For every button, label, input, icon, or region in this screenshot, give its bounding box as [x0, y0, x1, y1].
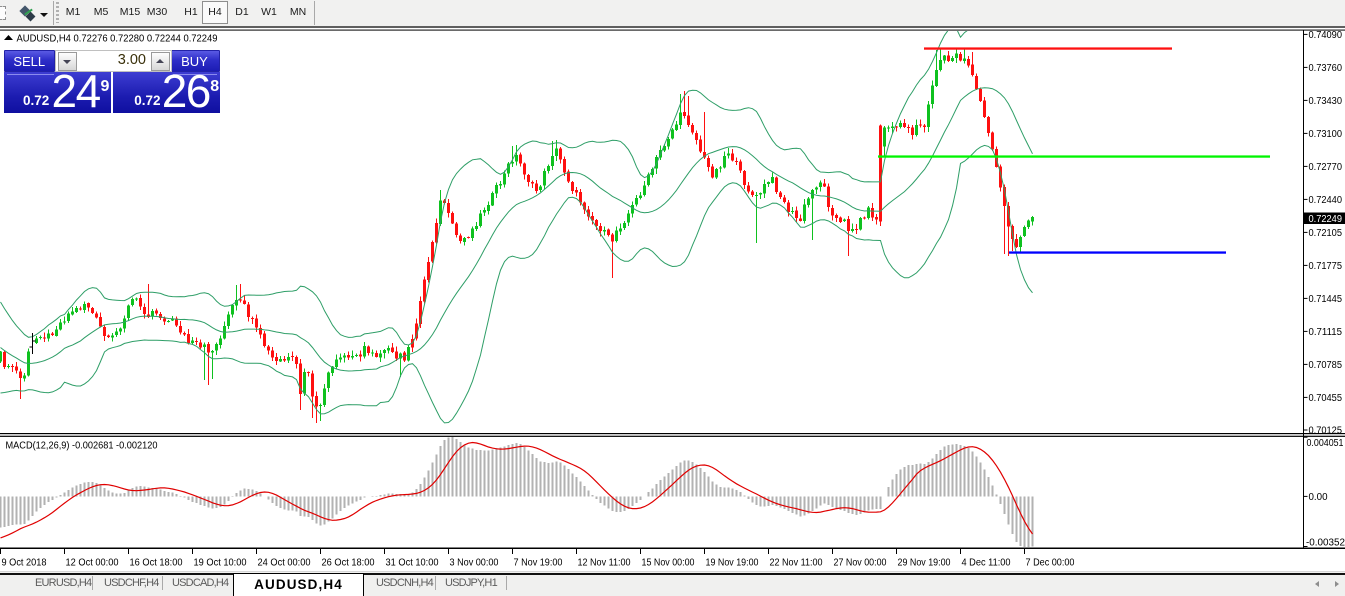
svg-text:AUDUSD,H4 0.72276 0.72280 0.7: AUDUSD,H4 0.72276 0.72280 0.72244 0.7224… [17, 34, 218, 45]
svg-text:-0.00352: -0.00352 [1306, 538, 1345, 549]
svg-text:0.71775: 0.71775 [1309, 261, 1343, 272]
svg-text:16 Oct 18:00: 16 Oct 18:00 [130, 558, 183, 569]
svg-text:12 Oct 00:00: 12 Oct 00:00 [66, 558, 119, 569]
svg-text:0.70125: 0.70125 [1309, 426, 1343, 437]
svg-text:31 Oct 10:00: 31 Oct 10:00 [386, 558, 439, 569]
svg-text:4 Dec 11:00: 4 Dec 11:00 [962, 558, 1011, 569]
svg-text:24 Oct 00:00: 24 Oct 00:00 [258, 558, 311, 569]
svg-text:MACD(12,26,9) -0.002681 -0.002: MACD(12,26,9) -0.002681 -0.002120 [6, 441, 158, 452]
svg-text:7 Dec 00:00: 7 Dec 00:00 [1026, 558, 1075, 569]
svg-text:0.72249: 0.72249 [1309, 214, 1343, 225]
svg-text:0.73100: 0.73100 [1309, 129, 1343, 140]
svg-text:0.71445: 0.71445 [1309, 294, 1343, 305]
svg-text:12 Nov 11:00: 12 Nov 11:00 [578, 558, 631, 569]
svg-text:0.71115: 0.71115 [1309, 327, 1343, 338]
svg-text:27 Nov 00:00: 27 Nov 00:00 [834, 558, 887, 569]
svg-text:0.72105: 0.72105 [1309, 228, 1343, 239]
svg-text:29 Nov 19:00: 29 Nov 19:00 [898, 558, 951, 569]
svg-text:3 Nov 00:00: 3 Nov 00:00 [450, 558, 499, 569]
svg-text:0.70455: 0.70455 [1309, 393, 1343, 404]
svg-text:19 Oct 10:00: 19 Oct 10:00 [194, 558, 247, 569]
svg-text:0.73430: 0.73430 [1309, 96, 1343, 107]
svg-text:15 Nov 00:00: 15 Nov 00:00 [642, 558, 695, 569]
svg-text:0.73760: 0.73760 [1309, 63, 1343, 74]
svg-text:0.72770: 0.72770 [1309, 162, 1343, 173]
svg-text:19 Nov 19:00: 19 Nov 19:00 [706, 558, 759, 569]
svg-text:0.70785: 0.70785 [1309, 360, 1343, 371]
svg-text:9 Oct 2018: 9 Oct 2018 [2, 558, 47, 569]
svg-text:0.00: 0.00 [1309, 492, 1328, 503]
svg-text:0.72440: 0.72440 [1309, 195, 1343, 206]
svg-text:22 Nov 11:00: 22 Nov 11:00 [770, 558, 823, 569]
svg-text:0.004051: 0.004051 [1307, 438, 1344, 449]
svg-text:26 Oct 18:00: 26 Oct 18:00 [322, 558, 375, 569]
svg-text:0.74090: 0.74090 [1309, 30, 1343, 41]
svg-text:7 Nov 19:00: 7 Nov 19:00 [514, 558, 563, 569]
